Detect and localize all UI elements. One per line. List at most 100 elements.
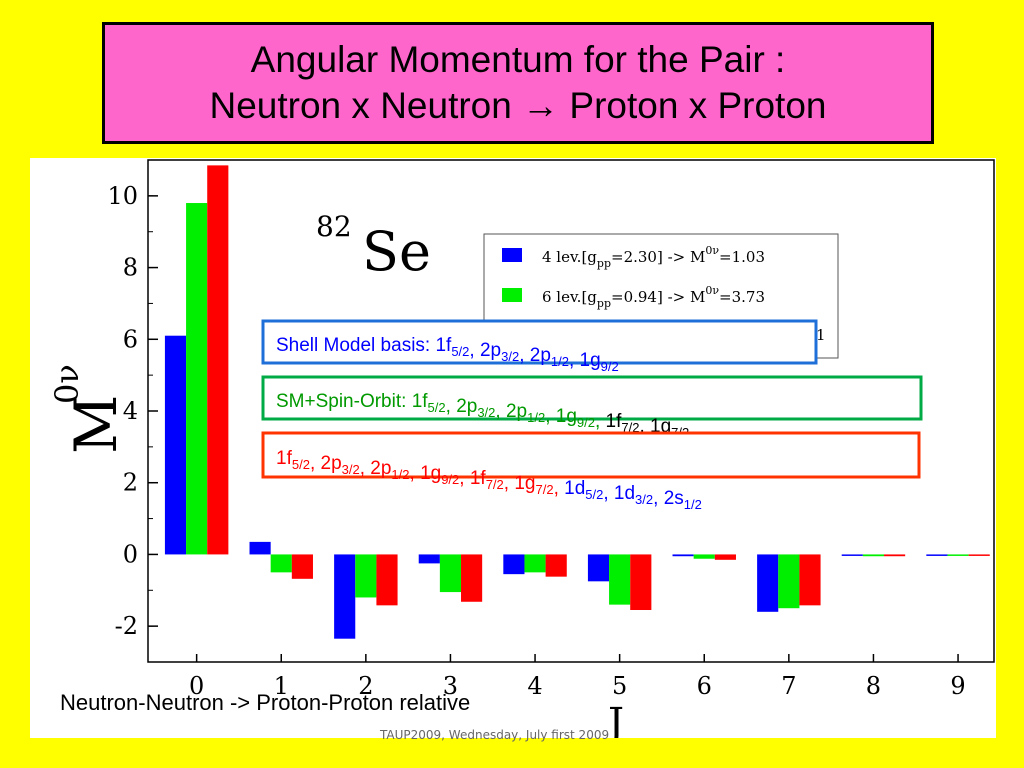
bar (355, 554, 377, 598)
orbital-label: , (639, 416, 650, 437)
orbital-subscript: 3/2 (477, 405, 495, 420)
footer: TAUP2009, Wednesday, July first 2009 (380, 728, 610, 742)
bar (249, 541, 271, 555)
y-ticks: 10 8 6 4 2 0 -2 (107, 159, 158, 663)
bar (524, 554, 546, 573)
orbital-label: 1f (470, 468, 487, 489)
bar (714, 554, 736, 560)
orbital-subscript: 5/2 (585, 487, 603, 502)
orbital-label: , (653, 488, 664, 509)
orbital-subscript: 1/2 (527, 410, 545, 425)
orbital-label: 1f (606, 411, 623, 432)
x-tick-label: 5 (612, 672, 627, 700)
x-tick-label: 7 (781, 672, 796, 700)
orbital-subscript: 3/2 (501, 349, 519, 364)
bar (862, 554, 885, 557)
orbital-label: , (495, 401, 506, 422)
orbital-label: , (446, 396, 457, 417)
orbital-subscript: 5/2 (451, 344, 469, 359)
chart: 10 8 6 4 2 0 -2 0 1 2 3 4 5 6 7 8 9 M 0ν J 82 Se 4 lev.… (48, 159, 995, 738)
orbital-label: , (519, 345, 530, 366)
orbital-subscript: 3/2 (635, 492, 653, 507)
orbital-label: 2p (370, 458, 391, 479)
orbital-label: , (603, 483, 614, 504)
legend-swatch-green (502, 288, 522, 302)
title-line-2-right: Proton x Proton (569, 85, 827, 126)
full-basis-box: 1f5/2, 2p3/2, 2p1/2, 1g9/2, 1f7/2, 1g7/2… (261, 431, 921, 512)
orbital-subscript: 9/2 (577, 415, 595, 430)
orbital-label: 2p (480, 340, 501, 361)
orbital-label: 1d (564, 478, 585, 499)
bar (609, 554, 631, 605)
bar (672, 554, 694, 557)
x-tick-label: 3 (443, 672, 458, 700)
orbital-label: , (469, 340, 480, 361)
bar (693, 554, 715, 559)
title-line-2: Neutron x Neutron → Proton x Proton (105, 83, 931, 129)
caption: Neutron-Neutron -> Proton-Proton relativ… (60, 690, 471, 715)
plot-panel: 10 8 6 4 2 0 -2 0 1 2 3 4 5 6 7 8 9 M 0ν J 82 Se 4 lev.… (30, 158, 996, 738)
bar (841, 554, 863, 556)
orbital-subscript: 7/2 (535, 482, 553, 497)
nucleus-symbol: Se (362, 220, 431, 283)
bar (545, 554, 567, 577)
bar (968, 554, 990, 556)
y-tick-label: 6 (123, 325, 138, 353)
bar (757, 554, 779, 612)
orbital-subscript: 7/2 (621, 420, 639, 435)
bar (334, 554, 356, 639)
orbital-label: 2p (506, 401, 527, 422)
nucleus-mass: 82 (316, 210, 352, 243)
y-axis-label: M (62, 395, 130, 454)
orbital-subscript: 9/2 (601, 359, 619, 374)
y-axis-label-superscript: 0ν (48, 364, 86, 404)
x-tick-label: 2 (358, 672, 373, 700)
legend-entry-1: 4 lev.[gpp=2.30] -> M0ν=1.03 (542, 244, 765, 270)
orbital-label: 1g (514, 473, 535, 494)
bar (947, 554, 969, 556)
legend-swatch-blue (502, 248, 522, 262)
orbital-label: 1g (556, 406, 577, 427)
bar (291, 554, 313, 579)
legend-entry-2: 6 lev.[gpp=0.94] -> M0ν=3.73 (542, 284, 765, 310)
x-tick-label: 0 (189, 672, 204, 700)
orbital-label: 2p (321, 453, 342, 474)
bar (164, 335, 187, 555)
orbital-subscript: 1/2 (551, 354, 569, 369)
x-axis-label: J (604, 700, 624, 738)
slide-title: Angular Momentum for the Pair : Neutron … (102, 22, 934, 144)
y-tick-label: -2 (115, 612, 138, 640)
orbital-label: , (504, 473, 515, 494)
x-tick-labels: 0 1 2 3 4 5 6 7 8 9 (189, 654, 966, 700)
bar (186, 203, 208, 555)
bar (461, 554, 483, 602)
orbital-label: Shell Model basis: (276, 335, 435, 356)
orbital-subscript: 7/2 (486, 477, 504, 492)
full-basis-text: 1f5/2, 2p3/2, 2p1/2, 1g9/2, 1f7/2, 1g7/2… (276, 448, 702, 512)
bars (164, 165, 990, 639)
orbital-label: , (410, 463, 421, 484)
bar (207, 165, 229, 555)
x-tick-label: 8 (866, 672, 881, 700)
bar (778, 554, 800, 609)
y-tick-label: 2 (123, 469, 138, 497)
title-line-1: Angular Momentum for the Pair : (250, 39, 786, 80)
orbital-subscript: 1/2 (391, 467, 409, 482)
orbital-subscript: 5/2 (428, 400, 446, 415)
x-tick-label: 6 (697, 672, 712, 700)
bar (799, 554, 821, 606)
bar (884, 554, 906, 557)
x-tick-label: 9 (950, 672, 965, 700)
orbital-label: , (459, 468, 470, 489)
bar (418, 554, 440, 564)
orbital-label: 1g (420, 463, 441, 484)
orbital-label: SM+Spin-Orbit: (276, 391, 412, 412)
bar (376, 554, 398, 606)
orbital-label: , (545, 406, 556, 427)
shell-model-box: Shell Model basis: 1f5/2, 2p3/2, 2p1/2, … (261, 319, 818, 374)
x-tick-label: 1 (274, 672, 289, 700)
orbital-label: 2p (530, 345, 551, 366)
orbital-subscript: 5/2 (292, 457, 310, 472)
y-tick-label: 10 (107, 182, 138, 210)
orbital-label: 1d (614, 483, 635, 504)
